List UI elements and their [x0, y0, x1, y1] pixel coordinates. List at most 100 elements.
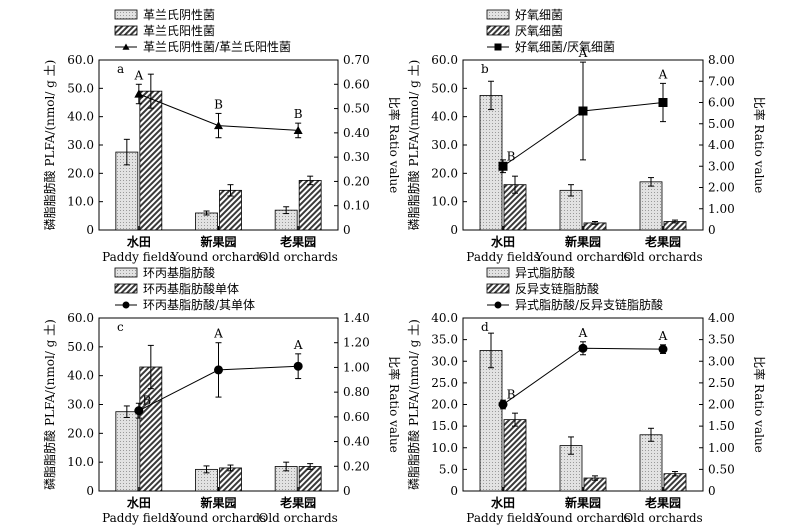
- legend-label: 厌氧细菌: [515, 24, 563, 38]
- y2-tick-label: 1.00: [708, 441, 735, 455]
- bar-series1: [479, 350, 503, 492]
- ratio-line: [502, 347, 664, 405]
- significance-label: B: [214, 97, 223, 111]
- category-label-en: Yound orchards: [170, 250, 266, 264]
- legend-swatch: [114, 267, 138, 278]
- y-tick-label: 50.0: [431, 81, 458, 95]
- category-label-en: Old orchards: [259, 250, 338, 264]
- significance-label: A: [293, 338, 303, 352]
- category-label: 新果园: [200, 234, 236, 249]
- category-label-en: Paddy fields: [466, 511, 539, 525]
- legend-swatch: [114, 9, 138, 20]
- legend-swatch: [114, 25, 138, 36]
- y2-axis-title: 比率 Ratio value: [752, 356, 767, 453]
- y-tick-label: 60.0: [67, 53, 94, 67]
- y2-tick-label: 0.60: [343, 410, 370, 424]
- ratio-point: [134, 406, 144, 416]
- y2-tick-label: 7.00: [708, 74, 735, 88]
- legend-label: 革兰氏阴性菌: [143, 8, 215, 22]
- category-label-en: Yound orchards: [534, 511, 630, 525]
- y-tick-label: 10.0: [67, 455, 94, 469]
- ratio-point: [214, 365, 223, 375]
- category-label: 水田: [491, 234, 515, 249]
- y-tick-label: 60.0: [67, 311, 94, 325]
- panel-label: c: [117, 320, 124, 334]
- category-label: 水田: [127, 495, 151, 510]
- y-tick-label: 30.0: [67, 398, 94, 412]
- significance-label: A: [658, 329, 668, 343]
- y2-tick-label: 5.00: [708, 117, 735, 131]
- y2-tick-label: 2.00: [708, 398, 735, 412]
- bar-series1: [115, 411, 139, 492]
- category-label-en: Old orchards: [623, 511, 702, 525]
- category-label: 老果园: [645, 495, 681, 510]
- y-tick-label: 5.0: [439, 462, 458, 476]
- y-tick-label: 40.0: [431, 110, 458, 124]
- y-tick-label: 10.0: [67, 195, 94, 209]
- legend-label: 革兰氏阴性菌/革兰氏阳性菌: [143, 40, 291, 54]
- y2-tick-label: 3.00: [708, 159, 735, 173]
- legend-swatch: [486, 267, 510, 278]
- significance-label: A: [578, 46, 588, 60]
- y-tick-label: 40.0: [67, 110, 94, 124]
- y2-tick-label: 0.70: [343, 53, 370, 67]
- legend-swatch: [486, 9, 510, 20]
- significance-label: A: [133, 68, 143, 82]
- y-tick-label: 30.0: [431, 354, 458, 368]
- y2-tick-label: 0.40: [343, 435, 370, 449]
- y-tick-label: 0: [86, 223, 94, 237]
- legend-label: 异式脂肪酸/反异支链脂肪酸: [515, 297, 663, 312]
- y-tick-label: 25.0: [431, 376, 458, 390]
- y-tick-label: 10.0: [431, 441, 458, 455]
- significance-label: B: [294, 107, 303, 121]
- y2-axis-title: 比率 Ratio value: [387, 356, 402, 453]
- y2-tick-label: 2.50: [708, 376, 735, 390]
- y-tick-label: 10.0: [431, 195, 458, 209]
- category-label: 新果园: [565, 234, 601, 249]
- category-label: 新果园: [565, 495, 601, 510]
- ratio-point: [498, 161, 508, 171]
- legend-marker: [122, 301, 130, 309]
- significance-label: A: [578, 326, 588, 340]
- panel-label: d: [481, 320, 489, 334]
- y2-tick-label: 0: [343, 223, 351, 237]
- y2-tick-label: 1.50: [708, 419, 735, 433]
- category-label: 老果园: [280, 234, 316, 249]
- y2-axis-title: 比率 Ratio value: [752, 97, 767, 194]
- significance-label: B: [142, 394, 151, 408]
- y2-tick-label: 1.00: [708, 202, 735, 216]
- legend-marker: [122, 43, 130, 50]
- significance-label: B: [507, 388, 516, 402]
- ratio-point: [498, 400, 508, 409]
- legend-marker: [494, 43, 502, 51]
- category-label: 水田: [491, 495, 515, 510]
- chart-panel-a: 0 10.0 20.0 30.0 40.0 50.0 60.0 0 0.10 0.20 0.30 0.…: [42, 8, 402, 264]
- y2-tick-label: 0.50: [343, 102, 370, 116]
- y2-tick-label: 4.00: [708, 138, 735, 152]
- category-label-en: Paddy fields: [102, 511, 175, 525]
- panel-label: b: [481, 62, 489, 76]
- category-label-en: Old orchards: [259, 511, 338, 525]
- ratio-point: [214, 121, 223, 130]
- y2-tick-label: 0: [708, 223, 716, 237]
- y2-tick-label: 0.20: [343, 174, 370, 188]
- y2-tick-label: 0.80: [343, 385, 370, 399]
- legend-label: 好氧细菌/厌氧细菌: [515, 40, 615, 54]
- legend-label: 反异支链脂肪酸: [515, 281, 599, 296]
- legend-label: 革兰氏阳性菌: [143, 24, 215, 38]
- category-label: 新果园: [200, 495, 236, 510]
- category-label-en: Yound orchards: [534, 250, 630, 264]
- bar-series1: [639, 181, 663, 231]
- bar-series2: [139, 90, 163, 231]
- significance-label: A: [213, 327, 223, 341]
- y-tick-label: 50.0: [67, 340, 94, 354]
- y-tick-label: 0: [450, 223, 458, 237]
- y2-tick-label: 0.20: [343, 459, 370, 473]
- category-label-en: Paddy fields: [466, 250, 539, 264]
- y-axis-title: 磷脂脂肪酸 PLFA/(nmol/ g 土): [42, 319, 57, 490]
- bar-series1: [639, 434, 663, 492]
- y2-tick-label: 0: [708, 484, 716, 498]
- legend-label: 异式脂肪酸: [515, 265, 575, 280]
